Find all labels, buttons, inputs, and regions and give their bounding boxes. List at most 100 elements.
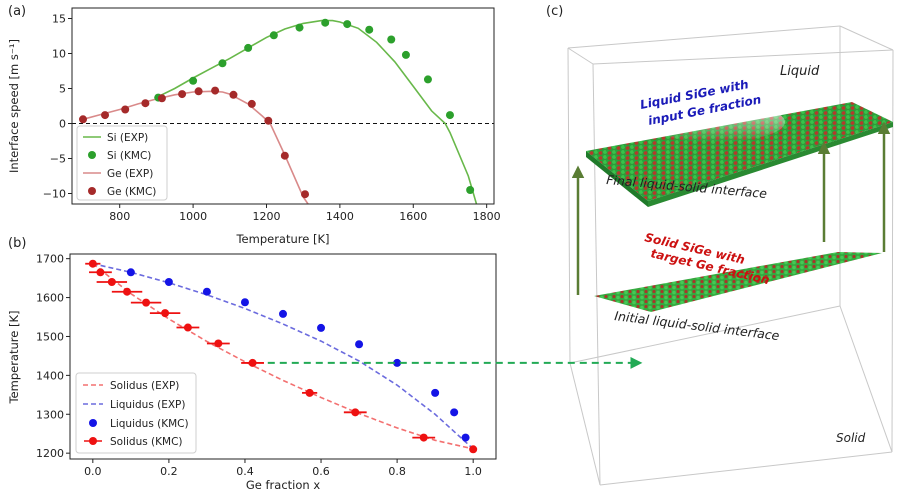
- data-point-si-kmc-: [466, 186, 475, 194]
- data-point-ge-kmc-: [121, 105, 130, 114]
- panel-c-label: (c): [546, 4, 563, 19]
- box-edge: [569, 305, 841, 364]
- legend-si-kmc-swatch: [88, 151, 96, 159]
- x-tick-label: 1200: [252, 210, 280, 223]
- y-tick-label: 10: [52, 48, 66, 61]
- data-point-ge-kmc-: [301, 190, 310, 199]
- legend-box: [76, 125, 168, 201]
- y-tick-label: 1400: [36, 369, 64, 382]
- panel-b: (b) 0.0 0.2 0.4 0.6 0.8 1.0 12001300140015001…: [7, 236, 497, 492]
- x-tick-label: 1000: [179, 210, 207, 223]
- final-interface-slab-edge: [648, 122, 893, 207]
- y-tick-label: −5: [50, 153, 66, 166]
- panel-b-x-ticks: 0.0 0.2 0.4 0.6 0.8 1.0: [84, 459, 482, 478]
- legend-liquidus-exp: Liquidus (EXP): [110, 399, 185, 411]
- panel-a-x-ticks: 800 1000 1200 1400 1600 1800: [109, 204, 501, 223]
- data-point-ge-kmc-: [141, 99, 150, 108]
- y-tick-label: 5: [59, 83, 66, 96]
- data-point-liquidus-kmc: [393, 358, 402, 367]
- x-tick-label: 0.8: [388, 465, 406, 478]
- panel-b-ylabel: Temperature [K]: [7, 310, 21, 404]
- data-point-ge-kmc-: [280, 151, 289, 160]
- panel-b-frame: [69, 253, 497, 460]
- panel-c: (c) Liquid Solid Final l: [546, 4, 894, 486]
- data-point-ge-kmc-: [211, 86, 220, 95]
- legend-si-kmc: Si (KMC): [107, 150, 151, 162]
- legend-ge-kmc-swatch: [88, 187, 96, 195]
- data-point-ge-kmc-: [157, 94, 166, 103]
- data-point-liquidus-kmc: [240, 298, 249, 307]
- data-point-liquidus-kmc: [450, 408, 459, 417]
- data-point-ge-kmc-: [229, 90, 238, 99]
- legend-liquidus-kmc-swatch: [89, 419, 97, 427]
- data-point-liquidus-kmc: [279, 309, 287, 318]
- data-point-liquidus-kmc: [431, 388, 440, 397]
- x-tick-label: 1400: [326, 210, 354, 223]
- data-point-solidus-kmc: [161, 309, 170, 318]
- x-tick-label: 0.2: [160, 465, 178, 478]
- data-point-ge-kmc-: [101, 111, 110, 120]
- panel-a-series: [72, 18, 494, 204]
- panel-a-label: (a): [8, 4, 26, 19]
- data-point-liquidus-kmc: [202, 287, 211, 296]
- panel-a-xlabel: Temperature [K]: [235, 232, 329, 246]
- data-point-solidus-kmc: [107, 278, 116, 287]
- data-point-liquidus-kmc: [126, 268, 135, 277]
- box-edge: [569, 362, 601, 486]
- data-point-si-kmc-: [445, 111, 454, 120]
- label-solid: Solid: [836, 431, 866, 445]
- data-point-si-kmc-: [387, 35, 396, 44]
- data-point-solidus-kmc: [96, 268, 105, 277]
- legend-box-b: [75, 372, 197, 454]
- data-point-si-kmc-: [365, 25, 374, 34]
- legend-solidus-kmc: Solidus (KMC): [110, 436, 183, 448]
- box-edge: [592, 63, 601, 486]
- data-point-solidus-kmc: [183, 323, 192, 332]
- data-point-solidus-kmc: [88, 259, 97, 268]
- y-tick-label: 1200: [36, 447, 64, 460]
- legend-solidus-kmc-swatch: [89, 437, 97, 445]
- plot-area: [85, 259, 478, 454]
- panel-b-label: (b): [8, 236, 26, 251]
- data-point-solidus-kmc: [123, 287, 132, 296]
- panel-a-legend: Si (EXP) Si (KMC) Ge (EXP) Ge (KMC): [76, 125, 168, 201]
- series-line-si-exp-: [154, 19, 478, 204]
- data-point-liquidus-kmc: [355, 340, 364, 349]
- data-point-si-kmc-: [321, 18, 330, 27]
- panel-a-y-ticks: −10 −5 0 5 10 15: [43, 13, 72, 201]
- x-tick-label: 800: [109, 210, 130, 223]
- legend-si-exp: Si (EXP): [107, 132, 148, 144]
- initial-interface-slab: [594, 252, 882, 312]
- data-point-si-kmc-: [218, 59, 227, 68]
- data-point-solidus-kmc: [305, 388, 314, 397]
- legend-solidus-exp: Solidus (EXP): [110, 380, 179, 392]
- data-point-si-kmc-: [269, 31, 278, 40]
- legend-ge-kmc: Ge (KMC): [107, 186, 156, 198]
- y-tick-label: 0: [59, 118, 66, 131]
- panel-b-legend: Solidus (EXP) Liquidus (EXP) Liquidus (K…: [75, 372, 197, 454]
- box-edge: [599, 451, 893, 486]
- box-edge: [567, 25, 841, 49]
- data-point-ge-kmc-: [79, 115, 88, 124]
- data-point-solidus-kmc: [419, 433, 428, 442]
- legend-ge-exp: Ge (EXP): [107, 168, 153, 180]
- series-line-liquidus-exp-: [92, 262, 474, 450]
- label-initial-interface: Initial liquid-solid interface: [614, 308, 781, 343]
- liquid-glow: [645, 102, 785, 142]
- data-point-ge-kmc-: [194, 87, 203, 96]
- plot-area: [72, 18, 494, 204]
- panel-a-frame: [71, 7, 495, 205]
- box-edge: [839, 305, 893, 453]
- data-point-solidus-kmc: [214, 339, 223, 348]
- y-tick-label: −10: [43, 188, 66, 201]
- label-liquid: Liquid: [780, 64, 820, 79]
- y-tick-label: 1700: [36, 253, 64, 266]
- data-point-liquidus-kmc: [317, 323, 326, 332]
- x-tick-label: 1.0: [464, 465, 482, 478]
- final-interface-slab: [586, 102, 893, 201]
- data-point-liquidus-kmc: [461, 433, 470, 442]
- y-tick-label: 1600: [36, 292, 64, 305]
- panel-b-y-ticks: 1200 1300 1400 1500 1600 1700: [36, 253, 70, 460]
- panel-b-xlabel-text: Ge fraction x: [246, 478, 320, 492]
